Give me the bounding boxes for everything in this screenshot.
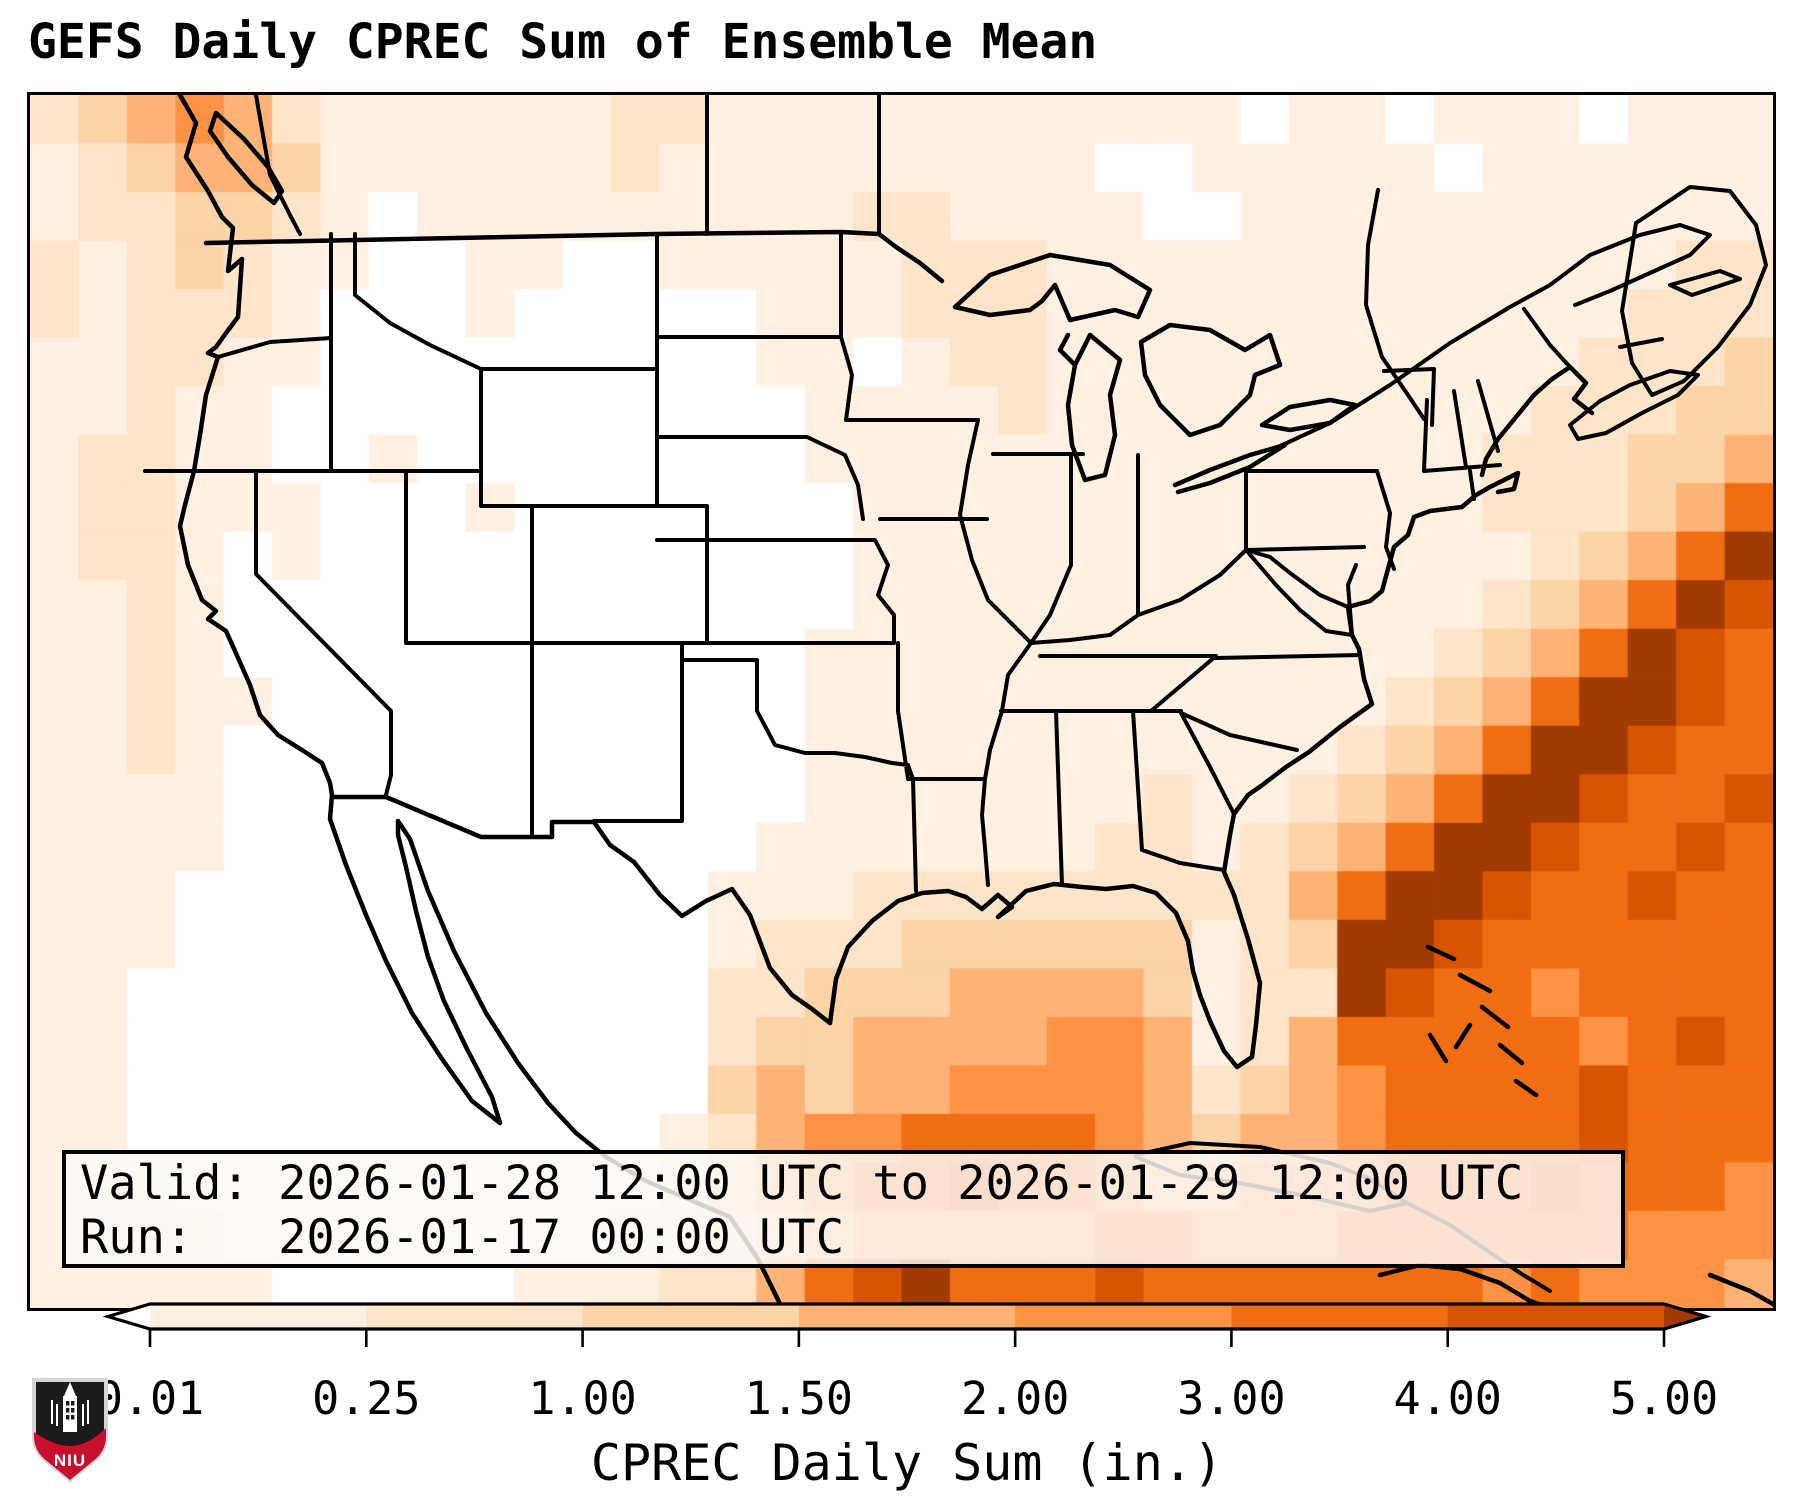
east-coastline-path [827,364,1595,1070]
valid-run-info-box: Valid: 2026-01-28 12:00 UTC to 2026-01-2… [62,1150,1625,1268]
colorbar-caption: CPREC Daily Sum (in.) [590,1434,1224,1492]
basemap-overlay [143,95,1773,1308]
west-coastline-path [177,95,785,1308]
bahamas-islands-path [1425,944,1539,1098]
great-lakes-path [952,252,1358,495]
colorbar-tick-label: 0.25 [312,1372,421,1425]
state-borders-path [143,95,1502,893]
st-lawrence-path [1276,185,1768,449]
valid-time-text: Valid: 2026-01-28 12:00 UTC to 2026-01-2… [80,1156,1524,1211]
colorbar-tick-label: 1.00 [528,1372,637,1425]
colorbar-tick-label: 5.00 [1609,1372,1719,1425]
page-title: GEFS Daily CPREC Sum of Ensemble Mean [28,14,1098,70]
colorbar-svg [102,1302,1712,1347]
niu-logo: NIU [26,1374,114,1486]
vancouver-island-path [207,110,285,206]
mexico-border-path [329,794,833,1026]
precipitation-heatmap-canvas [30,95,1773,1308]
niu-shield-icon: NIU [32,1378,108,1483]
colorbar-tick-label: 1.50 [744,1372,854,1425]
map-panel: Valid: 2026-01-28 12:00 UTC to 2026-01-2… [27,92,1776,1311]
colorbar-tick-label: 4.00 [1393,1372,1502,1425]
colorbar-tick-label: 3.00 [1177,1372,1286,1425]
niu-logo-text: NIU [54,1451,86,1470]
canada-border-path [203,229,945,284]
run-time-text: Run: 2026-01-17 00:00 UTC [80,1210,845,1265]
colorbar [0,1302,1803,1360]
chesapeake-bay-path [1244,548,1358,637]
colorbar-tick-label: 2.00 [960,1372,1070,1425]
colorbar-tick-label: 0.01 [95,1372,205,1425]
